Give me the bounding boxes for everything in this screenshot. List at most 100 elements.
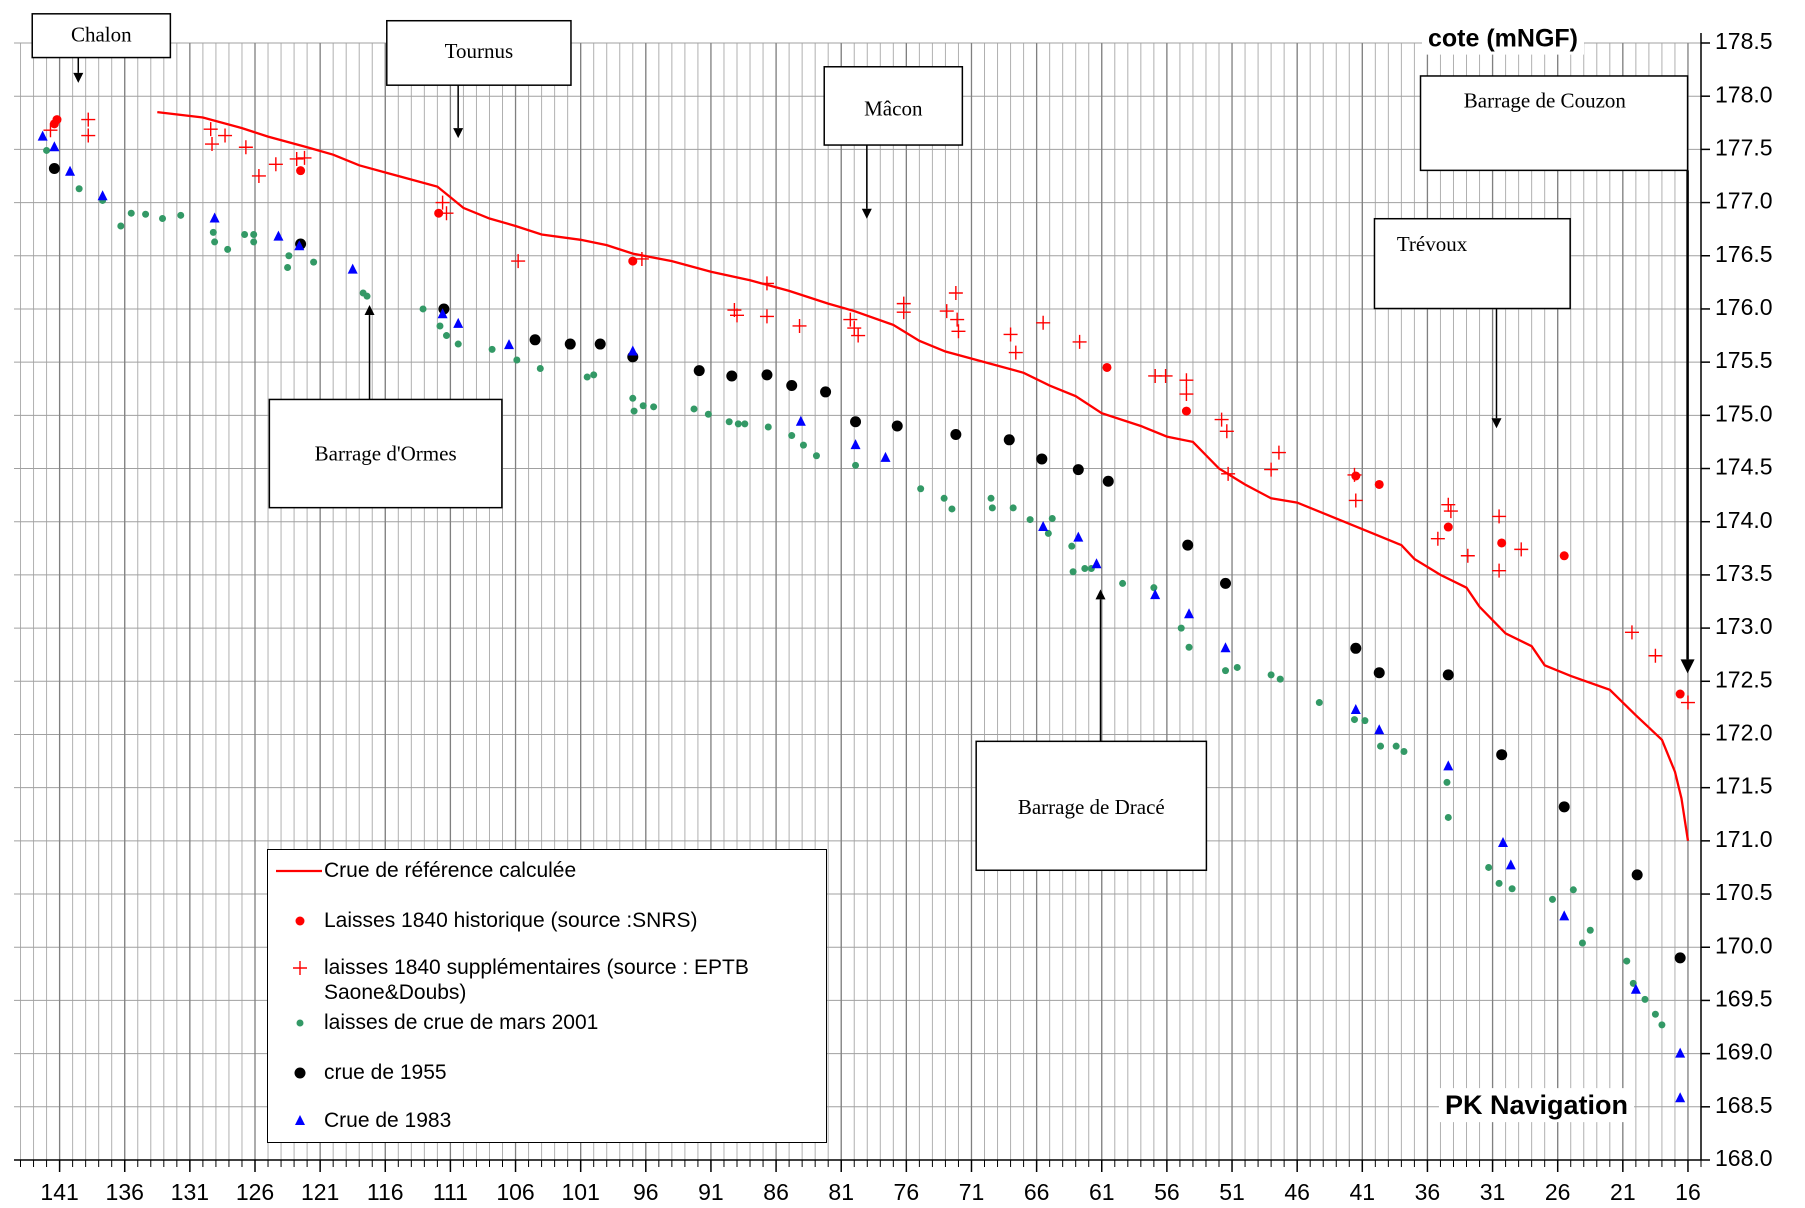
point <box>347 263 358 274</box>
point <box>891 420 903 432</box>
label-bg <box>1422 22 1584 55</box>
point <box>1361 717 1369 725</box>
annotation-box <box>975 740 1208 872</box>
point <box>142 210 150 218</box>
point <box>948 505 956 513</box>
point <box>1675 1092 1686 1103</box>
point <box>1220 577 1232 589</box>
point <box>940 494 948 502</box>
point <box>1350 704 1361 715</box>
point <box>730 308 744 323</box>
arrow-head <box>364 305 375 316</box>
point <box>583 373 591 381</box>
legend-icon <box>293 961 307 975</box>
point <box>48 163 60 175</box>
point <box>850 416 862 428</box>
point <box>1271 445 1286 460</box>
y-tick-label: 168.0 <box>1715 1145 1773 1171</box>
point <box>1492 509 1507 524</box>
point <box>1009 504 1017 512</box>
point <box>1350 716 1358 724</box>
annotation-text: Trévoux <box>1397 232 1468 256</box>
point <box>209 212 220 223</box>
point <box>1392 742 1400 750</box>
point <box>453 317 464 328</box>
legend-label: laisses de crue de mars 2001 <box>324 1011 599 1034</box>
point <box>1008 345 1023 360</box>
point <box>117 222 125 230</box>
point <box>436 322 444 330</box>
point <box>1374 479 1384 489</box>
point <box>1485 863 1493 871</box>
x-tick-label: 126 <box>236 1179 274 1205</box>
point <box>880 451 891 462</box>
point <box>1374 724 1385 735</box>
point <box>629 394 637 402</box>
x-tick-label: 16 <box>1675 1179 1701 1205</box>
point <box>650 403 658 411</box>
legend: Crue de référence calculée Laisses 1840 h… <box>267 849 827 1143</box>
point <box>896 305 911 320</box>
point <box>1220 642 1231 653</box>
annotation-box <box>31 13 172 59</box>
point <box>1026 516 1034 524</box>
point <box>764 423 772 431</box>
point <box>295 916 305 926</box>
point <box>211 238 219 246</box>
point <box>939 304 954 319</box>
point <box>293 961 307 975</box>
point <box>1658 1021 1666 1029</box>
annotation-text: Mâcon <box>864 96 923 120</box>
point <box>1569 886 1577 894</box>
point <box>1559 910 1570 921</box>
x-tick-label: 101 <box>561 1179 599 1205</box>
y-tick-label: 173.0 <box>1715 613 1773 639</box>
point <box>442 332 450 340</box>
point <box>52 115 62 125</box>
arrow-head <box>73 72 84 83</box>
point <box>1444 813 1452 821</box>
point <box>1623 957 1631 965</box>
point <box>851 328 866 343</box>
point <box>209 228 217 236</box>
point <box>1036 315 1051 330</box>
point <box>310 258 318 266</box>
y-tick-label: 177.5 <box>1715 134 1773 160</box>
point <box>759 276 774 291</box>
x-tick-label: 36 <box>1415 1179 1441 1205</box>
point <box>273 230 284 241</box>
point <box>1443 760 1454 771</box>
point <box>268 157 283 172</box>
point <box>799 441 807 449</box>
point <box>987 494 995 502</box>
point <box>693 365 705 377</box>
annotation-text: Tournus <box>445 39 514 63</box>
point <box>284 263 292 271</box>
x-tick-label: 81 <box>828 1179 854 1205</box>
y-tick-label: 177.0 <box>1715 188 1773 214</box>
point <box>1150 584 1158 592</box>
point <box>759 309 774 324</box>
point <box>951 324 966 339</box>
point <box>1221 466 1236 481</box>
point <box>295 1115 305 1125</box>
point <box>49 141 60 152</box>
point <box>1185 643 1193 651</box>
point <box>1548 895 1556 903</box>
point <box>627 345 638 356</box>
annotation-box <box>268 398 503 509</box>
point <box>1348 493 1363 508</box>
point <box>529 334 541 346</box>
point <box>1505 859 1516 870</box>
point <box>37 130 48 141</box>
point <box>820 386 832 398</box>
legend-label: laisses 1840 supplémentaires (source : E… <box>324 956 749 1004</box>
point <box>1651 1010 1659 1018</box>
point <box>488 345 496 353</box>
point <box>761 369 773 381</box>
point <box>177 211 185 219</box>
point <box>1036 453 1048 465</box>
point <box>43 146 51 154</box>
point <box>294 240 305 251</box>
y-tick-label: 178.5 <box>1715 28 1773 54</box>
